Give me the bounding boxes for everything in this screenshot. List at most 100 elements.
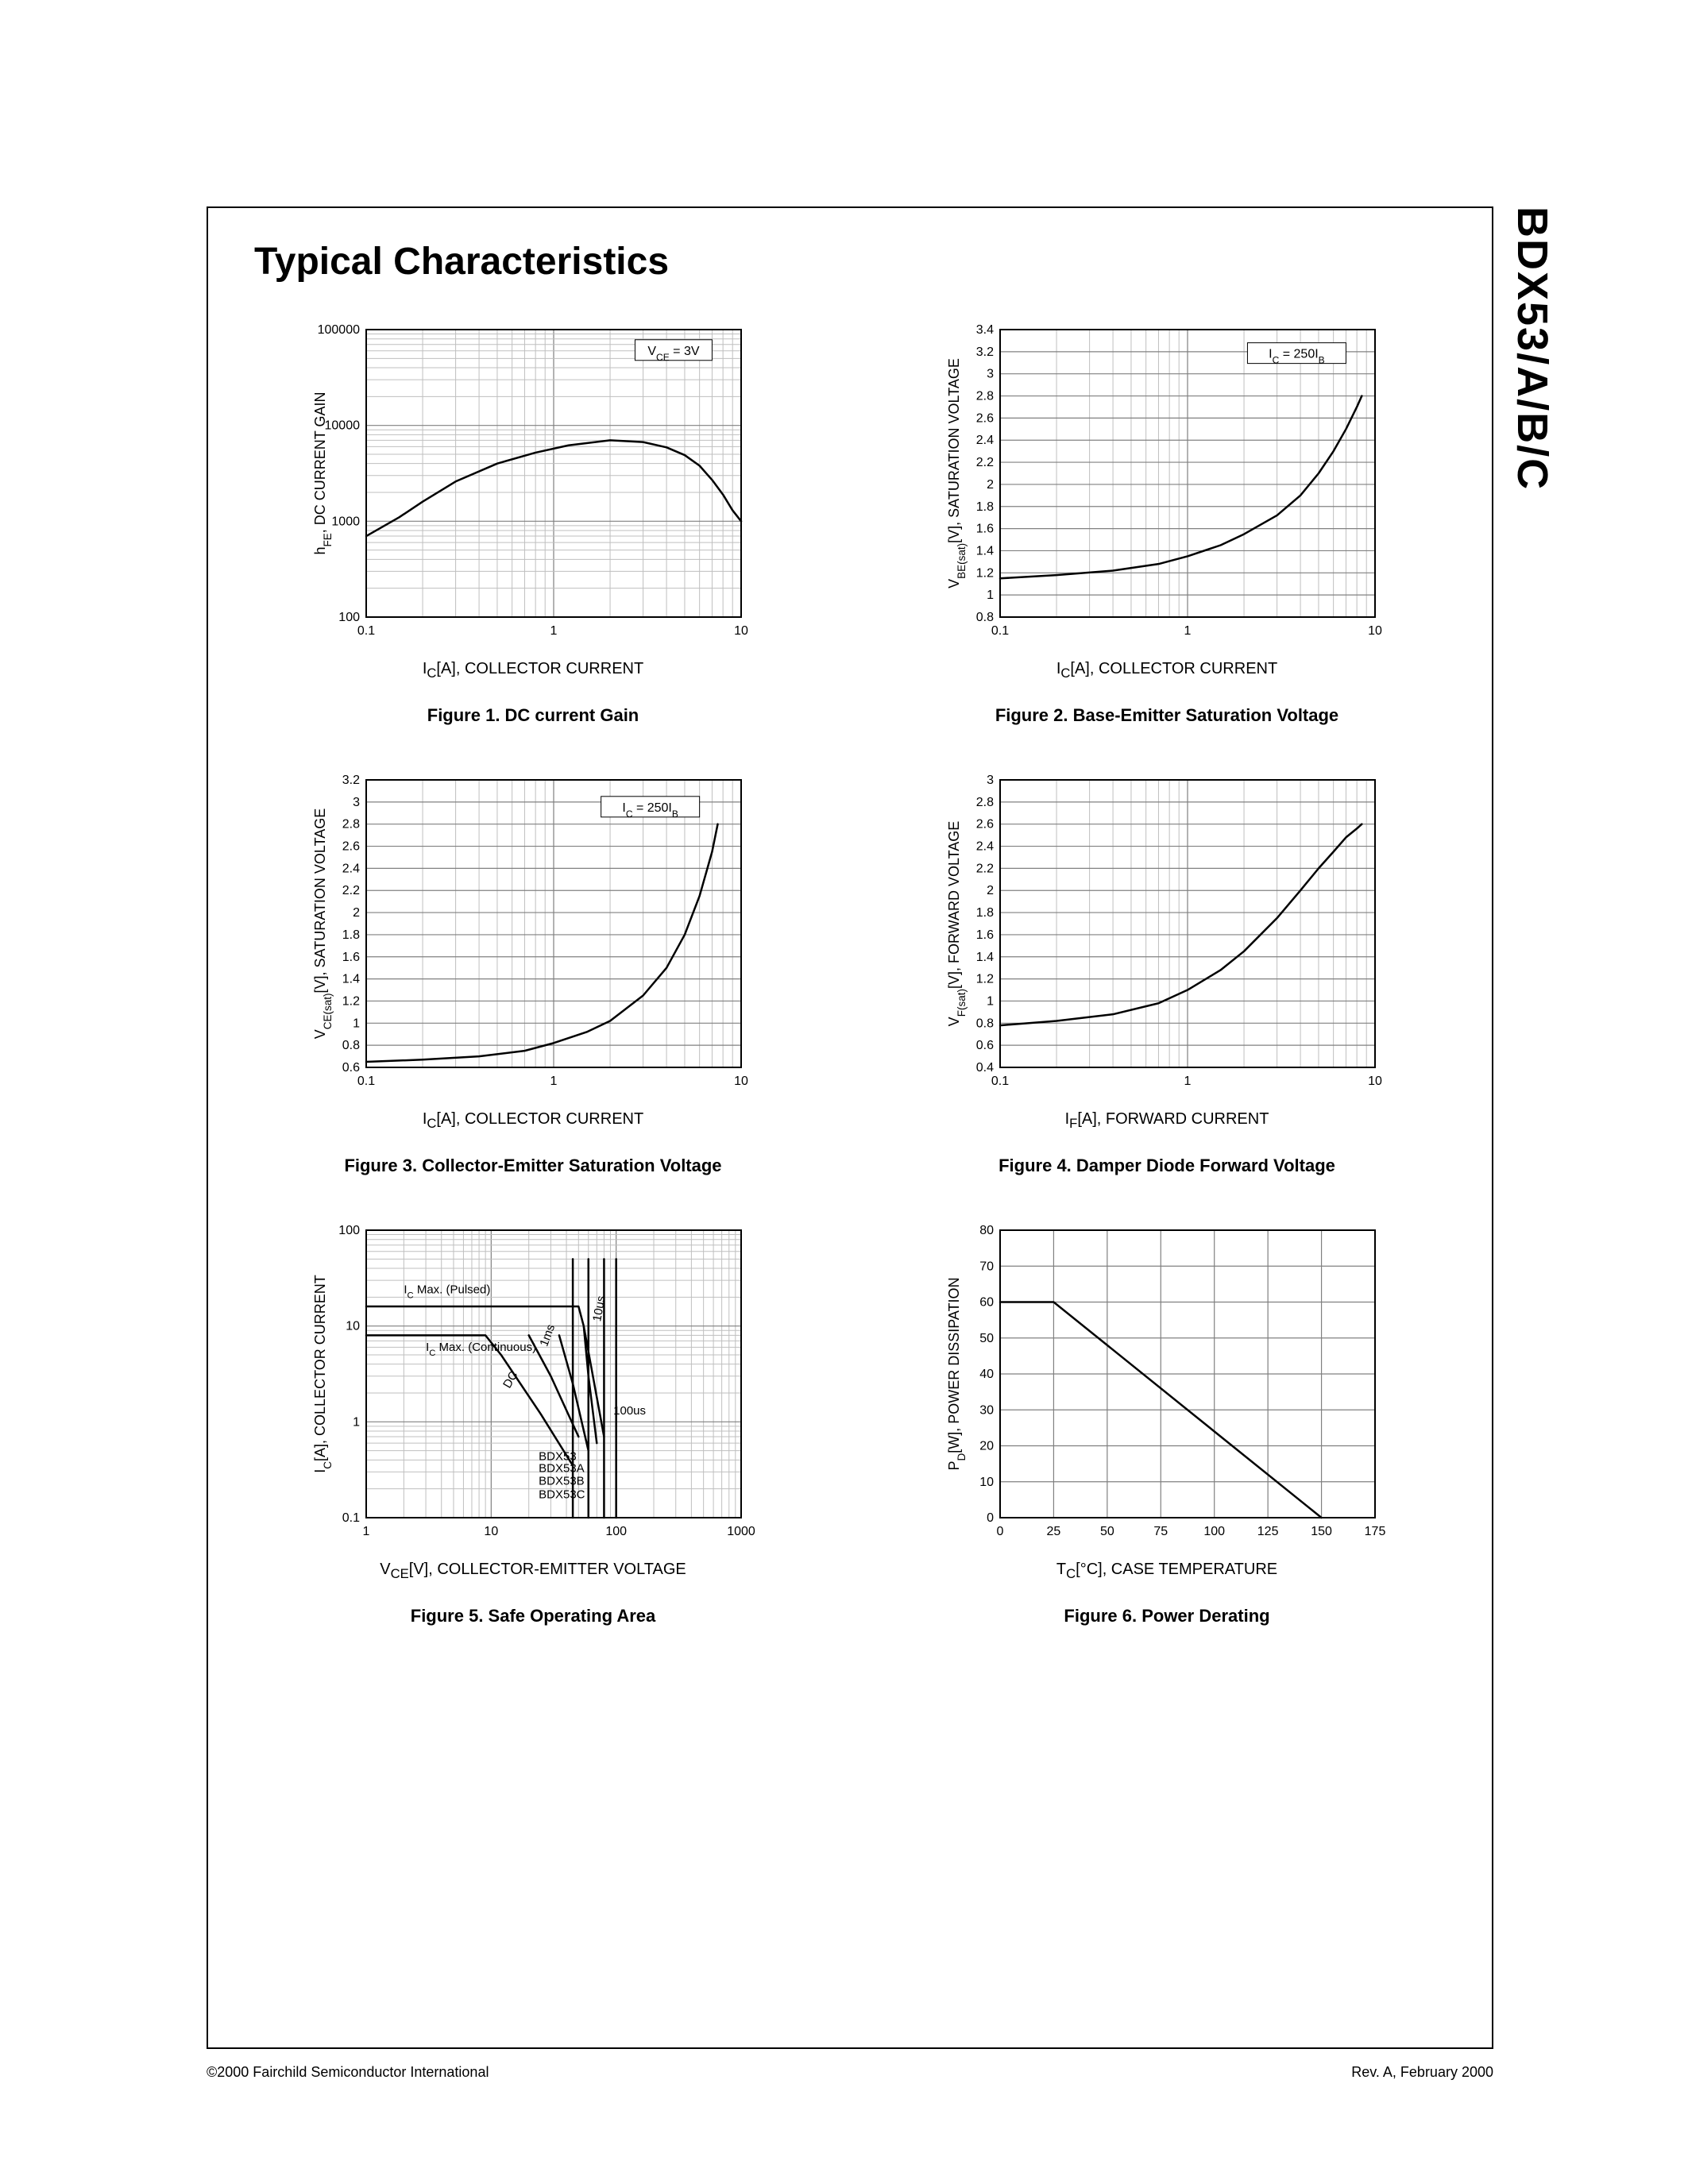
svg-text:VCE(sat)[V], SATURATION VOLTAG: VCE(sat)[V], SATURATION VOLTAGE bbox=[312, 808, 334, 1039]
fig2-chart: 0.11100.811.21.41.61.822.22.42.62.833.23… bbox=[944, 315, 1389, 649]
svg-text:10000: 10000 bbox=[325, 419, 361, 433]
svg-text:0.1: 0.1 bbox=[991, 624, 1009, 638]
svg-text:IC Max. (Pulsed): IC Max. (Pulsed) bbox=[404, 1283, 490, 1300]
svg-text:100: 100 bbox=[338, 1224, 360, 1237]
svg-text:VBE(sat)[V], SATURATION VOLTAG: VBE(sat)[V], SATURATION VOLTAGE bbox=[946, 358, 968, 588]
svg-text:2.8: 2.8 bbox=[342, 818, 360, 832]
svg-text:3: 3 bbox=[987, 774, 994, 787]
fig3-block: 0.11100.60.811.21.41.61.822.22.42.62.833… bbox=[311, 766, 755, 1176]
svg-text:3.2: 3.2 bbox=[976, 345, 994, 359]
fig6-xlabel: TC[°C], CASE TEMPERATURE bbox=[1056, 1561, 1277, 1582]
svg-text:3: 3 bbox=[353, 796, 360, 809]
fig1-block: 0.1110100100010000100000hFE, DC CURRENT … bbox=[311, 315, 755, 726]
fig2-caption: Figure 2. Base-Emitter Saturation Voltag… bbox=[995, 705, 1338, 726]
svg-text:1.2: 1.2 bbox=[976, 973, 994, 986]
svg-text:1.4: 1.4 bbox=[342, 973, 360, 986]
svg-text:1: 1 bbox=[550, 624, 558, 638]
svg-text:1.2: 1.2 bbox=[342, 994, 360, 1008]
svg-text:1: 1 bbox=[1184, 624, 1192, 638]
svg-text:0: 0 bbox=[987, 1511, 994, 1525]
fig5-chart: 11010010000.1110100IC[A], COLLECTOR CURR… bbox=[311, 1216, 755, 1549]
fig6-block: 025507510012515017501020304050607080PD[W… bbox=[944, 1216, 1389, 1626]
svg-text:1.4: 1.4 bbox=[976, 544, 994, 558]
svg-text:0.6: 0.6 bbox=[976, 1039, 994, 1052]
svg-text:40: 40 bbox=[979, 1368, 994, 1381]
svg-text:10: 10 bbox=[484, 1525, 498, 1538]
svg-text:VF(sat)[V], FORWARD VOLTAGE: VF(sat)[V], FORWARD VOLTAGE bbox=[946, 821, 968, 1027]
svg-text:150: 150 bbox=[1311, 1525, 1332, 1538]
svg-text:10: 10 bbox=[734, 1075, 748, 1088]
svg-text:1.8: 1.8 bbox=[342, 928, 360, 942]
svg-text:1.6: 1.6 bbox=[976, 523, 994, 536]
part-number: BDX53/A/B/C bbox=[1508, 206, 1557, 491]
fig4-xlabel: IF[A], FORWARD CURRENT bbox=[1065, 1110, 1269, 1132]
svg-text:2.4: 2.4 bbox=[976, 840, 994, 854]
svg-text:PD[W], POWER DISSIPATION: PD[W], POWER DISSIPATION bbox=[946, 1277, 968, 1470]
fig4-caption: Figure 4. Damper Diode Forward Voltage bbox=[999, 1156, 1335, 1176]
svg-text:10: 10 bbox=[979, 1476, 994, 1489]
svg-text:100: 100 bbox=[338, 611, 360, 624]
svg-text:3: 3 bbox=[987, 368, 994, 381]
svg-text:2: 2 bbox=[987, 478, 994, 492]
svg-text:0.6: 0.6 bbox=[342, 1061, 360, 1075]
content-frame: Typical Characteristics 0.11101001000100… bbox=[207, 206, 1493, 2049]
fig2-xlabel: IC[A], COLLECTOR CURRENT bbox=[1056, 660, 1277, 681]
svg-text:100: 100 bbox=[605, 1525, 627, 1538]
fig1-chart: 0.1110100100010000100000hFE, DC CURRENT … bbox=[311, 315, 755, 649]
svg-text:0.1: 0.1 bbox=[357, 1075, 375, 1088]
svg-text:2.4: 2.4 bbox=[342, 862, 360, 875]
svg-text:2.6: 2.6 bbox=[976, 818, 994, 832]
svg-text:50: 50 bbox=[1100, 1525, 1114, 1538]
footer-right: Rev. A, February 2000 bbox=[1351, 2064, 1493, 2081]
svg-text:0: 0 bbox=[997, 1525, 1004, 1538]
svg-text:10: 10 bbox=[734, 624, 748, 638]
svg-text:30: 30 bbox=[979, 1403, 994, 1417]
svg-text:1000: 1000 bbox=[727, 1525, 755, 1538]
svg-text:3.4: 3.4 bbox=[976, 323, 994, 337]
svg-text:10: 10 bbox=[346, 1320, 360, 1333]
fig1-xlabel: IC[A], COLLECTOR CURRENT bbox=[423, 660, 643, 681]
section-title: Typical Characteristics bbox=[254, 240, 1452, 284]
svg-text:IC[A], COLLECTOR CURRENT: IC[A], COLLECTOR CURRENT bbox=[312, 1275, 334, 1472]
svg-text:2.2: 2.2 bbox=[976, 456, 994, 469]
datasheet-page: BDX53/A/B/C Typical Characteristics 0.1 1… bbox=[0, 0, 1688, 2184]
svg-text:1: 1 bbox=[1184, 1075, 1192, 1088]
svg-text:1.8: 1.8 bbox=[976, 906, 994, 920]
svg-text:1.6: 1.6 bbox=[342, 951, 360, 964]
svg-text:2: 2 bbox=[987, 884, 994, 897]
fig3-xlabel: IC[A], COLLECTOR CURRENT bbox=[423, 1110, 643, 1132]
svg-text:2.2: 2.2 bbox=[342, 884, 360, 897]
svg-text:1.8: 1.8 bbox=[976, 500, 994, 514]
svg-text:0.8: 0.8 bbox=[976, 1017, 994, 1030]
svg-text:0.4: 0.4 bbox=[976, 1061, 994, 1075]
fig3-chart: 0.11100.60.811.21.41.61.822.22.42.62.833… bbox=[311, 766, 755, 1099]
svg-text:3.2: 3.2 bbox=[342, 774, 360, 787]
svg-text:10: 10 bbox=[1368, 1075, 1382, 1088]
svg-text:100: 100 bbox=[1203, 1525, 1225, 1538]
svg-text:80: 80 bbox=[979, 1224, 994, 1237]
svg-text:70: 70 bbox=[979, 1260, 994, 1273]
fig6-chart: 025507510012515017501020304050607080PD[W… bbox=[944, 1216, 1389, 1549]
svg-text:10us: 10us bbox=[590, 1295, 608, 1322]
svg-text:1: 1 bbox=[550, 1075, 558, 1088]
svg-text:125: 125 bbox=[1257, 1525, 1279, 1538]
svg-text:2.6: 2.6 bbox=[342, 840, 360, 854]
svg-text:100us: 100us bbox=[613, 1404, 646, 1418]
fig3-caption: Figure 3. Collector-Emitter Saturation V… bbox=[344, 1156, 721, 1176]
fig5-caption: Figure 5. Safe Operating Area bbox=[411, 1606, 656, 1626]
svg-text:1.6: 1.6 bbox=[976, 928, 994, 942]
svg-text:1000: 1000 bbox=[331, 515, 360, 528]
svg-text:2.2: 2.2 bbox=[976, 862, 994, 875]
fig1-caption: Figure 1. DC current Gain bbox=[427, 705, 639, 726]
svg-text:75: 75 bbox=[1153, 1525, 1168, 1538]
svg-text:1: 1 bbox=[353, 1415, 360, 1429]
svg-text:1.2: 1.2 bbox=[976, 566, 994, 580]
svg-text:20: 20 bbox=[979, 1440, 994, 1453]
svg-text:1.4: 1.4 bbox=[976, 951, 994, 964]
svg-text:2: 2 bbox=[353, 906, 360, 920]
svg-text:0.8: 0.8 bbox=[342, 1039, 360, 1052]
svg-text:2.8: 2.8 bbox=[976, 796, 994, 809]
svg-text:60: 60 bbox=[979, 1296, 994, 1310]
fig6-caption: Figure 6. Power Derating bbox=[1064, 1606, 1269, 1626]
svg-text:1: 1 bbox=[987, 588, 994, 602]
